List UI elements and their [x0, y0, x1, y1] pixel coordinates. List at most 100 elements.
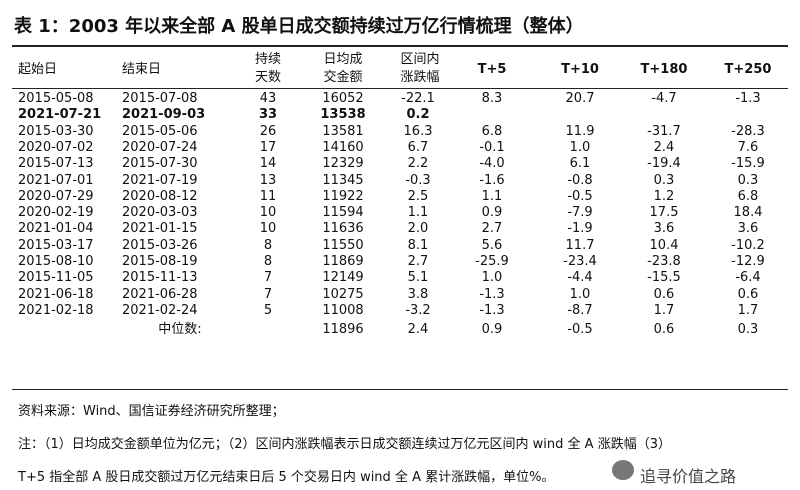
table-cell: 2.5: [407, 188, 429, 204]
table-cell: 13581: [322, 123, 364, 139]
table-cell: -10.2: [731, 237, 765, 253]
table-cell: 10275: [322, 286, 364, 302]
rule: [12, 389, 788, 390]
table-cell: 8.1: [407, 237, 429, 253]
watermark: 追寻价值之路: [640, 467, 737, 486]
table-cell: -25.9: [475, 254, 509, 269]
table-cell: -0.1: [479, 139, 505, 155]
table-cell: 8.3: [481, 91, 503, 106]
source-note: 资料来源：Wind、国信证券经济研究所整理；: [18, 404, 285, 419]
table-cell: -0.5: [567, 188, 593, 204]
table-cell: 2.7: [407, 254, 429, 269]
table-cell: 43: [259, 91, 277, 106]
median-cell: 0.9: [481, 322, 503, 338]
table-cell: 13538: [320, 107, 366, 123]
table-cell: 11: [259, 188, 277, 204]
header-cell: T+180: [640, 62, 688, 77]
table-cell: -1.3: [479, 286, 505, 302]
table-cell: 1.0: [569, 286, 591, 302]
table-cell: 8: [263, 254, 273, 269]
table-cell: 3.6: [737, 221, 759, 237]
table-cell: 1.7: [737, 302, 759, 318]
table-cell: 33: [258, 107, 278, 123]
table-cell: 11594: [322, 205, 364, 221]
table-cell: 2015-11-05: [18, 270, 94, 286]
table-cell: -23.8: [647, 254, 681, 269]
table-cell: 14160: [322, 139, 364, 155]
table-cell: 2021-01-04: [18, 221, 94, 237]
table-cell: 6.1: [569, 156, 591, 172]
table-cell: 11.9: [565, 123, 595, 139]
table-cell: 0.2: [406, 107, 430, 123]
header-cell: 日均成: [323, 52, 363, 67]
table-cell: 0.3: [653, 172, 675, 188]
table-cell: 2021-06-28: [122, 286, 198, 302]
table-cell: 10: [259, 205, 277, 221]
table-cell: -31.7: [647, 123, 681, 139]
table-cell: 8: [263, 237, 273, 253]
table-cell: -1.3: [479, 302, 505, 318]
table-cell: 17.5: [649, 205, 679, 221]
table-cell: 7.6: [737, 139, 759, 155]
table-cell: -0.3: [405, 172, 431, 188]
table-cell: 11922: [322, 188, 364, 204]
table-cell: 2015-07-08: [122, 91, 198, 106]
rule: [12, 45, 788, 47]
table-cell: 5: [263, 302, 273, 318]
median-cell: -0.5: [567, 322, 593, 338]
title: 表 1：2003 年以来全部 A 股单日成交额持续过万亿行情梳理（整体）: [14, 16, 584, 37]
table-cell: 3.8: [407, 286, 429, 302]
median-cell: 0.6: [653, 322, 675, 338]
table-cell: -6.4: [735, 270, 761, 286]
table-cell: 6.8: [481, 123, 503, 139]
table-cell: -12.9: [731, 254, 765, 269]
table-cell: 2.0: [407, 221, 429, 237]
table-cell: -15.5: [647, 270, 681, 286]
table-cell: 11636: [322, 221, 364, 237]
table-cell: 2020-07-24: [122, 139, 198, 155]
table-cell: -4.7: [651, 91, 677, 106]
table-cell: 0.6: [653, 286, 675, 302]
table-cell: 13: [259, 172, 277, 188]
table-cell: -1.3: [735, 91, 761, 106]
table-cell: 2015-05-08: [18, 91, 94, 106]
table-cell: 0.3: [737, 172, 759, 188]
table-cell: 11008: [322, 302, 364, 318]
table-cell: 2.2: [407, 156, 429, 172]
median-label: 中位数:: [158, 322, 202, 338]
table-cell: 2020-07-29: [18, 188, 94, 204]
table-cell: 2021-01-15: [122, 221, 198, 237]
table-cell: 2015-08-10: [18, 254, 94, 269]
table-cell: -23.4: [563, 254, 597, 269]
table-cell: 2015-03-26: [122, 237, 198, 253]
median-cell: 0.3: [737, 322, 759, 338]
table-cell: 11550: [322, 237, 364, 253]
table-cell: 2015-07-13: [18, 156, 94, 172]
table-cell: 2021-02-24: [122, 302, 198, 318]
table-cell: 16.3: [403, 123, 433, 139]
table-cell: 2021-07-19: [122, 172, 198, 188]
table-cell: 26: [259, 123, 277, 139]
table-cell: 2015-03-17: [18, 237, 94, 253]
watermark-icon: [612, 460, 634, 480]
table-cell: 2020-02-19: [18, 205, 94, 221]
median-cell: 11896: [322, 322, 364, 338]
header-cell: 交金额: [323, 70, 363, 85]
table-cell: 2020-08-12: [122, 188, 198, 204]
table-cell: -7.9: [567, 205, 593, 221]
table-cell: 2015-03-30: [18, 123, 94, 139]
table-cell: 12149: [322, 270, 364, 286]
rule: [12, 88, 788, 89]
table-cell: 1.1: [407, 205, 429, 221]
table-cell: 7: [263, 286, 273, 302]
table-cell: 11.7: [565, 237, 595, 253]
table-cell: 2021-09-03: [122, 107, 206, 123]
table-cell: 2015-05-06: [122, 123, 198, 139]
header-cell: T+250: [724, 62, 772, 77]
table-cell: -4.0: [479, 156, 505, 172]
table-cell: -19.4: [647, 156, 681, 172]
median-cell: 2.4: [407, 322, 429, 338]
header-cell: T+10: [561, 62, 599, 77]
table-cell: 1.1: [481, 188, 503, 204]
table-cell: 2015-07-30: [122, 156, 198, 172]
